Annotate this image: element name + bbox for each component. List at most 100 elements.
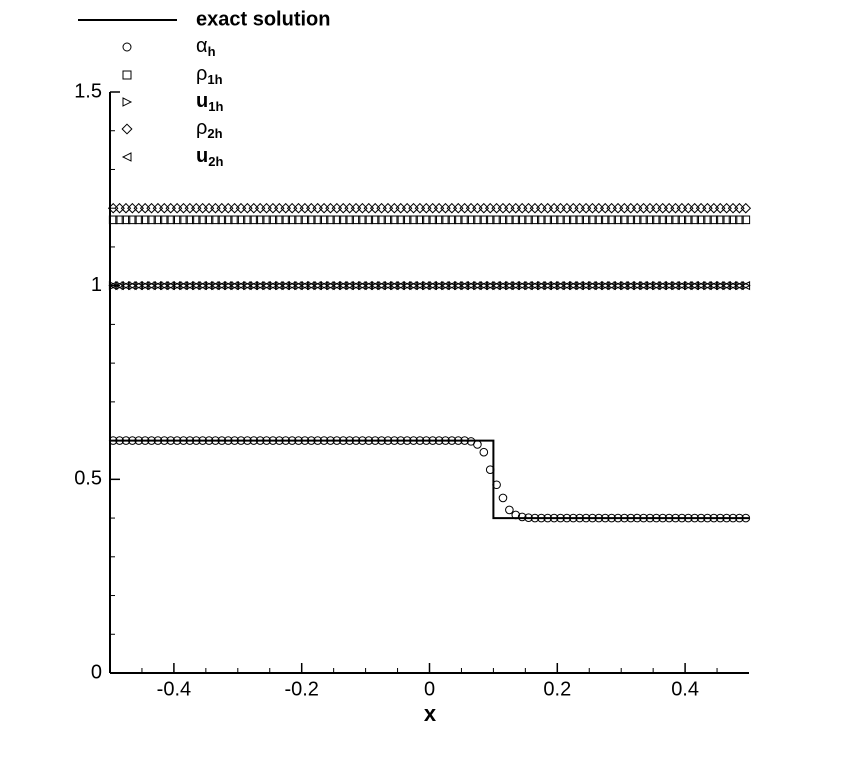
marker-tri-left (370, 281, 380, 291)
marker-tri-left (574, 281, 584, 291)
marker-tri-left (721, 281, 731, 291)
marker-square (434, 215, 444, 225)
marker-diamond (676, 202, 688, 214)
marker-diamond (369, 202, 381, 214)
marker-tri-left (344, 281, 354, 291)
marker-diamond (280, 202, 291, 214)
marker-square (166, 215, 176, 225)
marker-diamond (663, 202, 675, 214)
marker-tri-left (587, 281, 597, 291)
marker-tri-left (504, 281, 514, 291)
marker-square (198, 215, 207, 225)
marker-diamond (542, 202, 553, 214)
marker-diamond (689, 202, 700, 214)
marker-circle (581, 513, 591, 523)
marker-circle (537, 513, 546, 523)
marker-square (422, 215, 431, 225)
marker-circle (217, 436, 227, 445)
marker-square (121, 215, 131, 225)
marker-diamond (497, 202, 509, 214)
marker-diamond (127, 202, 138, 214)
marker-diamond (593, 202, 605, 214)
marker-circle (345, 436, 354, 445)
marker-tri-left (434, 281, 444, 291)
marker-circle (262, 436, 271, 445)
marker-square (115, 215, 124, 225)
marker-square (677, 215, 687, 225)
marker-tri-left (389, 281, 399, 291)
marker-circle (505, 505, 514, 515)
marker-diamond (376, 202, 387, 214)
marker-tri-left (485, 281, 495, 291)
marker-tri-left (299, 281, 310, 291)
marker-circle (108, 436, 118, 445)
marker-circle (626, 513, 636, 523)
marker-circle (211, 436, 220, 445)
marker-diamond (306, 202, 317, 214)
marker-square (268, 215, 278, 225)
marker-square (543, 215, 553, 225)
marker-square (715, 215, 725, 225)
marker-tri-left (715, 281, 725, 291)
legend-label: ρ2h (196, 117, 223, 141)
marker-circle (530, 513, 540, 523)
marker-circle (409, 436, 418, 445)
marker-diamond (152, 202, 164, 214)
marker-square (639, 215, 648, 225)
marker-square (313, 215, 322, 225)
marker-tri-left (466, 281, 476, 291)
marker-tri-left (325, 281, 335, 291)
marker-square (683, 215, 693, 225)
marker-tri-left (280, 281, 291, 291)
marker-circle (204, 436, 214, 445)
marker-circle (543, 513, 553, 523)
marker-circle (128, 436, 137, 445)
exact-solution-line (110, 439, 749, 520)
marker-diamond (465, 202, 477, 214)
marker-circle (511, 510, 521, 520)
legend-label: exact solution (196, 8, 330, 30)
marker-diamond (395, 202, 407, 214)
marker-tri-left (197, 281, 207, 291)
marker-circle (524, 513, 533, 522)
marker-square (632, 215, 642, 225)
marker-square (652, 215, 661, 225)
marker-diamond (580, 202, 592, 214)
marker-tri-left (108, 281, 118, 291)
marker-diamond (548, 202, 560, 214)
marker-tri-left (255, 281, 265, 291)
marker-circle (434, 436, 444, 445)
marker-circle (281, 436, 291, 445)
marker-circle (160, 436, 169, 445)
marker-diamond (727, 202, 739, 214)
marker-diamond (702, 202, 713, 214)
marker-circle (613, 513, 623, 523)
marker-diamond (504, 202, 515, 214)
marker-circle (715, 513, 725, 523)
marker-circle (364, 436, 374, 445)
marker-square (728, 215, 738, 225)
marker-tri-left (274, 281, 284, 291)
marker-tri-left (210, 281, 220, 291)
marker-diamond (210, 202, 221, 214)
marker-square (243, 215, 252, 225)
marker-circle (632, 513, 642, 523)
marker-square (326, 215, 335, 225)
marker-tri-left (657, 281, 668, 291)
marker-diamond (312, 202, 323, 214)
marker-diamond (408, 202, 419, 214)
marker-diamond (293, 202, 304, 214)
marker-square (319, 215, 329, 225)
marker-diamond (184, 202, 196, 214)
marker-circle (255, 436, 265, 445)
marker-tri-left (312, 281, 322, 291)
marker-square (211, 215, 220, 225)
marker-tri-left (702, 281, 712, 291)
marker-circle (492, 480, 501, 490)
marker-circle (568, 513, 578, 523)
marker-circle (306, 436, 316, 445)
marker-tri-left (606, 281, 616, 291)
marker-square (485, 215, 495, 225)
marker-square (287, 215, 297, 225)
marker-circle (735, 513, 744, 523)
